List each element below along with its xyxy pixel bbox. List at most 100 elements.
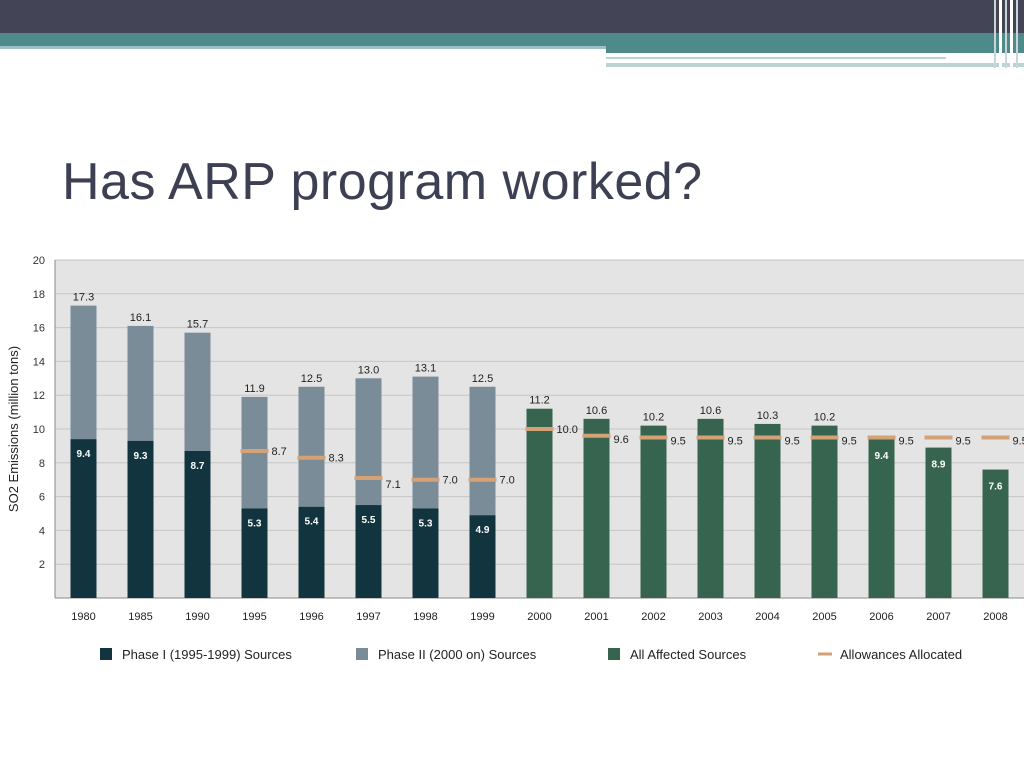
- bar-phase2-1990: [184, 332, 211, 451]
- bar-phase2-1996: [298, 386, 325, 507]
- total-label-1990: 15.7: [187, 319, 208, 331]
- bar-phase1-1998: [412, 508, 439, 598]
- y-axis-label: SO2 Emissions (million tons): [6, 346, 21, 512]
- bar-all-2002: [640, 425, 667, 598]
- y-tick-label: 16: [33, 323, 45, 335]
- allowance-label-1995: 8.7: [272, 446, 287, 458]
- bar-phase1-1996: [298, 506, 325, 598]
- bar-phase2-1998: [412, 376, 439, 509]
- bar-phase2-1980: [70, 305, 97, 440]
- accent-line-2: [606, 63, 1024, 67]
- allowance-label-2007: 9.5: [956, 435, 971, 447]
- total-label-1997: 13.0: [358, 364, 379, 376]
- bar-phase1-1990: [184, 450, 211, 598]
- bar-all-2000: [526, 408, 553, 598]
- y-tick-label: 4: [39, 525, 45, 537]
- bar-phase1-1980: [70, 439, 97, 598]
- x-tick-label-1996: 1996: [299, 611, 323, 623]
- x-tick-label-2001: 2001: [584, 611, 608, 623]
- y-tick-label: 14: [33, 356, 45, 368]
- legend-label-3: Allowances Allocated: [840, 647, 962, 662]
- accent-bar: [606, 46, 1024, 53]
- bar-phase1-1997: [355, 505, 382, 598]
- bar-phase2-1997: [355, 378, 382, 506]
- bar-label-2005: 10.2: [814, 412, 835, 424]
- bar-all-2001: [583, 418, 610, 598]
- x-tick-label-2006: 2006: [869, 611, 893, 623]
- x-tick-label-1990: 1990: [185, 611, 209, 623]
- bar-label-1985: 9.3: [134, 451, 148, 462]
- bar-phase1-1999: [469, 515, 496, 598]
- bar-label-2001: 10.6: [586, 405, 607, 417]
- bar-all-2008: [982, 469, 1009, 598]
- bar-label-1980: 9.4: [77, 449, 91, 460]
- bar-label-1995: 5.3: [248, 518, 262, 529]
- x-tick-label-1985: 1985: [128, 611, 152, 623]
- allowance-label-1999: 7.0: [500, 475, 515, 487]
- y-tick-label: 8: [39, 458, 45, 470]
- x-tick-label-1999: 1999: [470, 611, 494, 623]
- bar-label-1997: 5.5: [362, 515, 376, 526]
- allowance-label-2002: 9.5: [671, 435, 686, 447]
- allowance-label-2000: 10.0: [557, 424, 578, 436]
- x-tick-label-2008: 2008: [983, 611, 1007, 623]
- y-tick-label: 18: [33, 289, 45, 301]
- bar-phase1-1985: [127, 440, 154, 598]
- bar-label-2000: 11.2: [529, 395, 550, 407]
- bar-all-2004: [754, 423, 781, 598]
- allowance-label-1997: 7.1: [386, 479, 401, 491]
- total-label-1980: 17.3: [73, 292, 94, 304]
- header-decoration: [0, 0, 1024, 68]
- x-tick-label-2007: 2007: [926, 611, 950, 623]
- y-tick-label: 6: [39, 492, 45, 504]
- so2-emissions-chart: 2 4 6 8 10 12 14 16 18 20 SO2 Emissions (million t…: [6, 255, 1024, 662]
- bar-all-2007: [925, 447, 952, 598]
- legend-label-1: Phase II (2000 on) Sources: [378, 647, 537, 662]
- bar-label-2008: 7.6: [989, 482, 1003, 493]
- x-tick-label-2003: 2003: [698, 611, 722, 623]
- light-stripe: [0, 46, 1024, 49]
- y-tick-label: 10: [33, 424, 45, 436]
- slide-title: Has ARP program worked?: [62, 153, 703, 211]
- x-tick-label-1998: 1998: [413, 611, 437, 623]
- edge-stripes: [994, 0, 1018, 68]
- x-tick-label-2002: 2002: [641, 611, 665, 623]
- allowance-label-1996: 8.3: [329, 453, 344, 465]
- allowance-label-1998: 7.0: [443, 475, 458, 487]
- bar-phase2-1985: [127, 325, 154, 441]
- x-tick-label-2004: 2004: [755, 611, 779, 623]
- y-tick-label: 12: [33, 390, 45, 402]
- bar-label-1990: 8.7: [191, 461, 205, 472]
- legend-swatch-2: [608, 648, 620, 660]
- allowance-label-2008: 9.5: [1013, 435, 1024, 447]
- total-label-1985: 16.1: [130, 312, 151, 324]
- bar-label-2006: 9.4: [875, 451, 889, 462]
- bar-label-1998: 5.3: [419, 518, 433, 529]
- bar-phase1-1995: [241, 508, 268, 598]
- top-dark-band: [0, 0, 1024, 33]
- bar-all-2006: [868, 439, 895, 598]
- legend-label-0: Phase I (1995-1999) Sources: [122, 647, 292, 662]
- accent-line-1: [606, 57, 946, 59]
- total-label-1998: 13.1: [415, 363, 436, 375]
- x-tick-label-2000: 2000: [527, 611, 551, 623]
- legend-swatch-1: [356, 648, 368, 660]
- bar-all-2003: [697, 418, 724, 598]
- allowance-label-2006: 9.5: [899, 435, 914, 447]
- total-label-1995: 11.9: [244, 383, 265, 395]
- x-tick-label-2005: 2005: [812, 611, 836, 623]
- allowance-label-2005: 9.5: [842, 435, 857, 447]
- bar-label-1996: 5.4: [305, 517, 319, 528]
- total-label-1999: 12.5: [472, 373, 493, 385]
- bar-label-2007: 8.9: [932, 460, 946, 471]
- allowance-label-2003: 9.5: [728, 435, 743, 447]
- allowance-label-2004: 9.5: [785, 435, 800, 447]
- x-tick-label-1980: 1980: [71, 611, 95, 623]
- bar-label-1999: 4.9: [476, 525, 490, 536]
- bar-label-2004: 10.3: [757, 410, 778, 422]
- bar-label-2003: 10.6: [700, 405, 721, 417]
- teal-band: [0, 33, 1024, 46]
- x-tick-label-1995: 1995: [242, 611, 266, 623]
- total-label-1996: 12.5: [301, 373, 322, 385]
- bar-phase2-1999: [469, 386, 496, 516]
